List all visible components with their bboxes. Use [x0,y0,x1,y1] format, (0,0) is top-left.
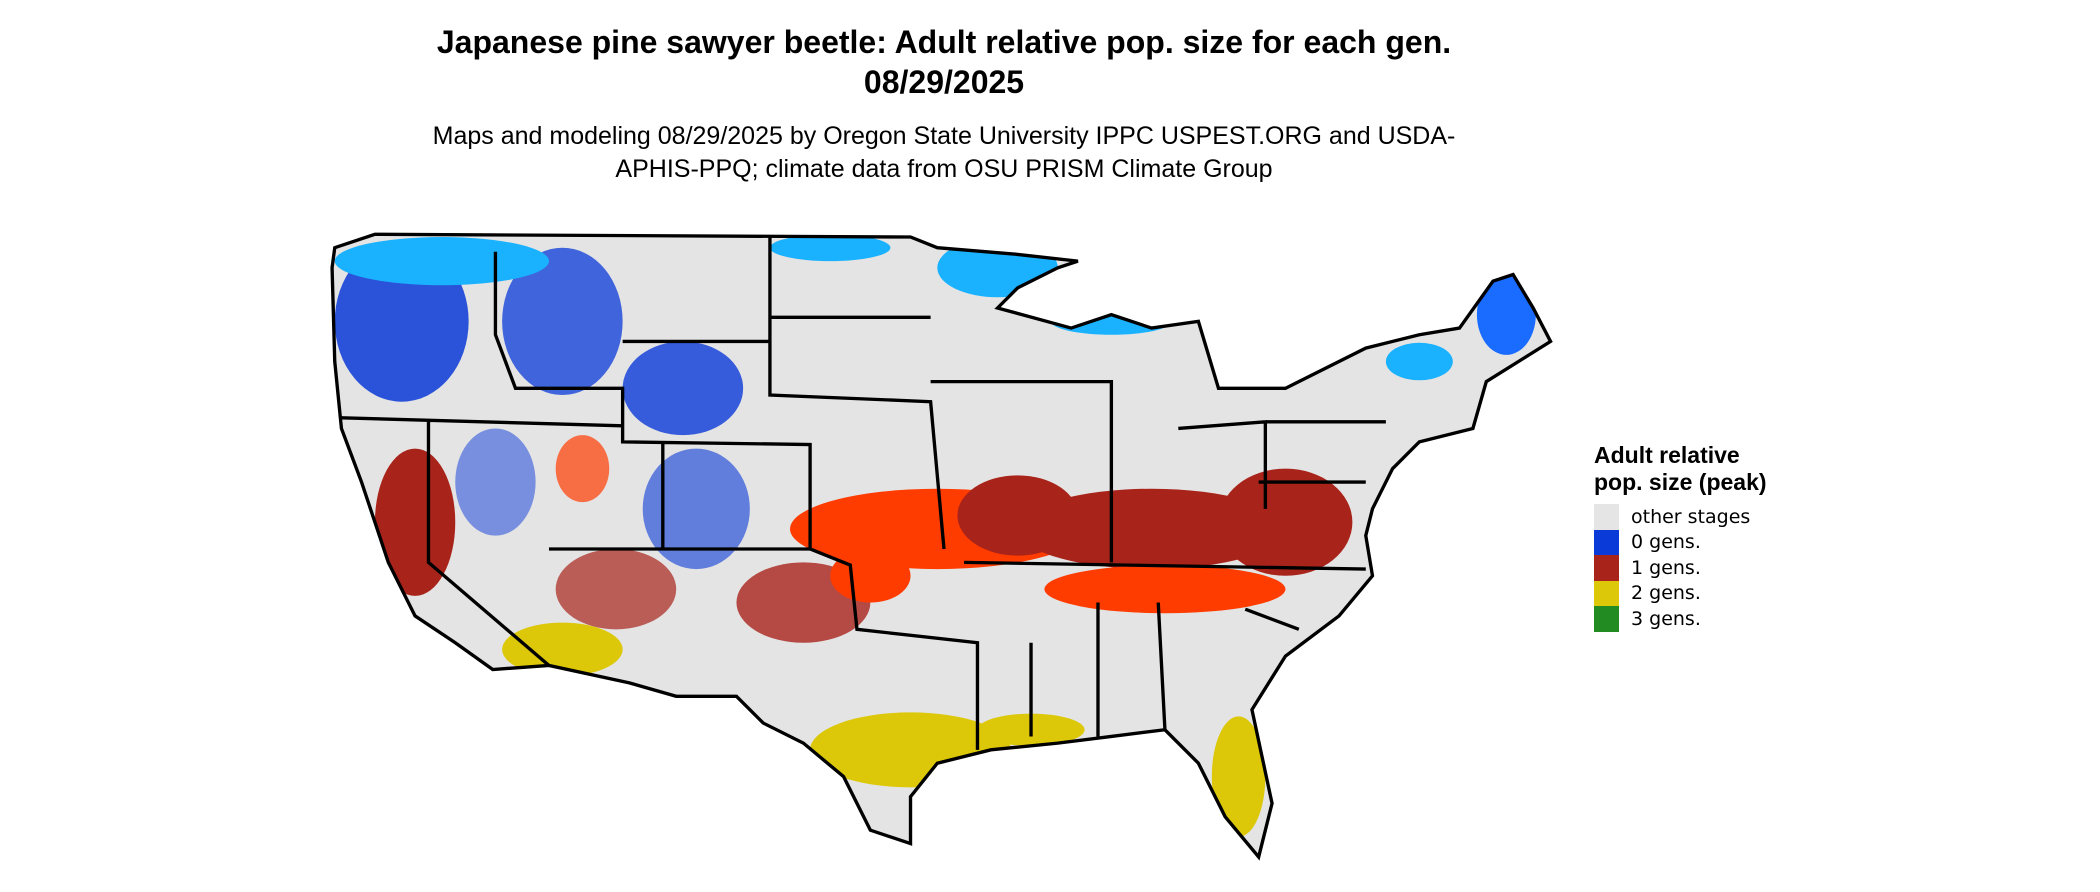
legend-label: other stages [1631,505,1751,528]
legend-title: Adult relative pop. size (peak) [1594,442,1767,495]
legend-label: 2 gens. [1631,582,1701,605]
legend-swatch [1594,606,1619,632]
legend-entry: other stages [1594,504,1794,530]
legend-entry: 0 gens. [1594,529,1794,555]
legend-swatch [1594,580,1619,606]
legend: Adult relative pop. size (peak) other st… [1594,442,1794,632]
legend-entry: 3 gens. [1594,606,1794,632]
map-subtitle: Maps and modeling 08/29/2025 by Oregon S… [432,122,1456,183]
legend-swatch [1594,529,1619,555]
legend-swatch [1594,504,1619,530]
legend-entries: other stages 0 gens. 1 gens. 2 gens. 3 gens. [1594,504,1794,632]
legend-label: 0 gens. [1631,531,1701,554]
map-title: Japanese pine sawyer beetle: Adult relat… [436,24,1452,100]
map-body [330,232,1553,861]
legend-label: 1 gens. [1631,556,1701,579]
legend-label: 3 gens. [1631,607,1701,630]
legend-entry: 1 gens. [1594,555,1794,581]
legend-entry: 2 gens. [1594,580,1794,606]
legend-swatch [1594,555,1619,581]
